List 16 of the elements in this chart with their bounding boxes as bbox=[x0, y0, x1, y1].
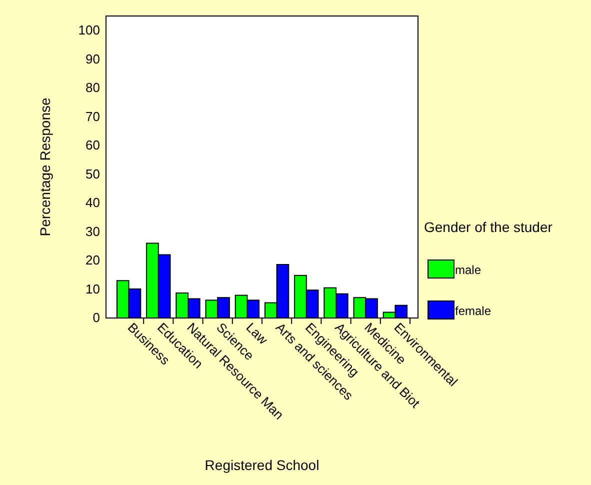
legend-title: Gender of the studer bbox=[424, 219, 553, 235]
legend-label: female bbox=[455, 304, 492, 318]
y-tick-label: 10 bbox=[86, 281, 100, 296]
y-tick-label: 20 bbox=[86, 252, 100, 268]
y-tick-label: 40 bbox=[86, 195, 100, 210]
y-tick-label: 70 bbox=[86, 108, 100, 124]
x-axis-title: Registered School bbox=[204, 457, 320, 473]
y-tick-label: 30 bbox=[86, 224, 100, 239]
y-tick-label: 90 bbox=[86, 51, 100, 66]
y-axis-title: Percentage Response bbox=[37, 98, 53, 236]
y-tick-label: 60 bbox=[86, 138, 100, 153]
y-tick-label: 50 bbox=[86, 166, 100, 182]
y-tick-label: 80 bbox=[86, 80, 100, 96]
legend-label: male bbox=[455, 263, 482, 277]
y-tick-label: 0 bbox=[92, 310, 100, 326]
y-tick-label: 100 bbox=[78, 22, 100, 38]
